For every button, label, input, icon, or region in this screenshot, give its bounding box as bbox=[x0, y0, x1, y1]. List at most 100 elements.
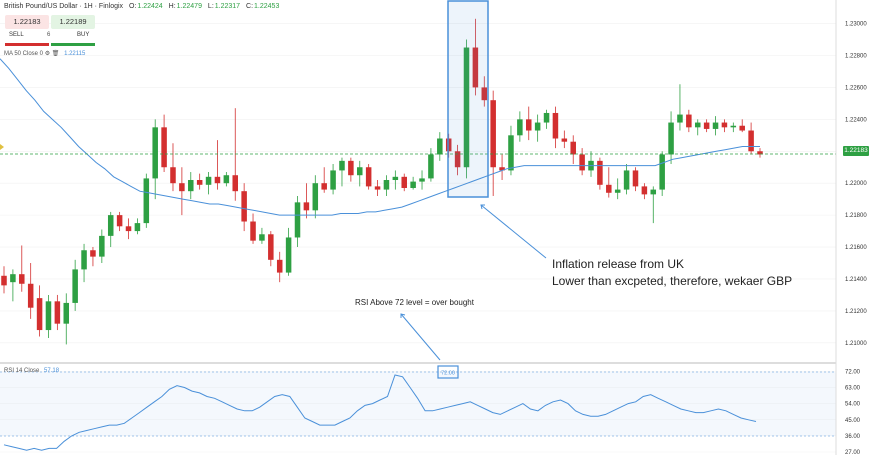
ohlc-low-value: 1.22317 bbox=[214, 3, 241, 10]
sell-price-button[interactable]: 1.22183 bbox=[5, 15, 49, 29]
instrument-title: British Pound/US Dollar · 1H · Finlogix bbox=[4, 3, 124, 10]
candle-body bbox=[597, 160, 603, 185]
candle-body bbox=[143, 178, 150, 224]
rsi-grid bbox=[0, 371, 836, 453]
candle-body bbox=[410, 181, 416, 188]
candle-body bbox=[36, 298, 43, 331]
rsi-line bbox=[3, 374, 757, 451]
candle-body bbox=[241, 191, 247, 222]
candle-body bbox=[374, 186, 381, 190]
candle-body bbox=[392, 176, 399, 181]
candle-body bbox=[748, 130, 754, 152]
ma-legend-label: MA 50 Close 0 bbox=[4, 51, 44, 57]
candle-body bbox=[668, 122, 674, 155]
candle-body bbox=[490, 100, 496, 168]
delete-icon[interactable]: 🗑 bbox=[51, 51, 60, 57]
candle-body bbox=[285, 237, 292, 273]
ohlc-low-key: L: bbox=[207, 3, 214, 10]
candle-body bbox=[508, 135, 514, 171]
candle-body bbox=[579, 154, 585, 171]
rsi-tick-label: 72.00 bbox=[845, 369, 861, 375]
price-tick-label: 1.21400 bbox=[845, 277, 867, 283]
candle-body bbox=[481, 87, 488, 101]
candle-body bbox=[437, 138, 443, 155]
trade-panel: 1.22183 1.22189 SELL 6 BUY bbox=[5, 15, 95, 49]
sell-bar bbox=[5, 43, 49, 46]
candle-body bbox=[632, 170, 639, 187]
candle-body bbox=[357, 167, 363, 176]
candle-body bbox=[276, 259, 283, 273]
candles bbox=[1, 18, 763, 345]
price-tick-label: 1.22400 bbox=[845, 117, 867, 123]
candle-body bbox=[721, 122, 728, 128]
candle-body bbox=[268, 234, 274, 260]
ohlc-open-key: O: bbox=[129, 3, 137, 10]
buy-label[interactable]: BUY bbox=[77, 32, 90, 38]
candle-body bbox=[419, 178, 425, 182]
inflation-highlight-box bbox=[447, 0, 489, 198]
candle-body bbox=[428, 154, 434, 179]
price-tick-label: 1.21000 bbox=[845, 341, 867, 347]
rsi-tick-label: 63.00 bbox=[845, 386, 861, 392]
candle-body bbox=[303, 202, 310, 211]
candle-body bbox=[614, 189, 621, 193]
candle-body bbox=[348, 160, 354, 176]
ohlc-close-key: C: bbox=[246, 3, 254, 10]
candle-body bbox=[205, 176, 212, 185]
candle-body bbox=[161, 127, 167, 168]
candle-body bbox=[517, 119, 523, 136]
ohlc-open-value: 1.22424 bbox=[137, 3, 163, 10]
price-tick-label: 1.21200 bbox=[845, 309, 867, 315]
price-tick-label: 1.22000 bbox=[845, 181, 867, 187]
chart-header: British Pound/US Dollar · 1H · Finlogix … bbox=[4, 3, 279, 10]
candle-body bbox=[499, 167, 505, 171]
candle-body bbox=[730, 125, 737, 128]
candle-body bbox=[45, 301, 52, 331]
sell-label[interactable]: SELL bbox=[9, 32, 24, 38]
candle-body bbox=[196, 180, 203, 185]
rsi-axis: 72.00 63.00 54.00 45.00 36.00 27.00 bbox=[845, 369, 861, 455]
buy-bar bbox=[51, 43, 95, 46]
settings-icon[interactable]: ⚙ bbox=[44, 51, 51, 57]
candle-body bbox=[650, 189, 657, 195]
candle-body bbox=[463, 47, 470, 168]
candle-body bbox=[739, 125, 745, 131]
candle-body bbox=[99, 235, 105, 257]
candle-body bbox=[81, 250, 87, 270]
candle-body bbox=[27, 283, 34, 308]
rsi-note-arrow bbox=[400, 313, 441, 361]
candle-body bbox=[694, 122, 701, 128]
candle-body bbox=[259, 234, 265, 241]
ohlc-high-value: 1.22479 bbox=[176, 3, 202, 10]
candle-body bbox=[223, 175, 230, 184]
rsi-tick-label: 45.00 bbox=[845, 418, 861, 424]
candle-body bbox=[63, 302, 70, 324]
rsi-legend[interactable]: RSI 14 Close 57.18 bbox=[4, 368, 59, 374]
candle-body bbox=[401, 176, 407, 188]
rsi-note-arrowhead bbox=[400, 313, 406, 318]
candle-body bbox=[250, 221, 256, 241]
ma-legend[interactable]: MA 50 Close 0 ⚙ 🗑 1.22115 bbox=[4, 50, 85, 57]
candle-body bbox=[214, 176, 221, 184]
price-axis: 1.230001.228001.226001.224001.222001.220… bbox=[845, 22, 867, 347]
candle-body bbox=[686, 114, 692, 128]
price-tick-label: 1.22800 bbox=[845, 54, 867, 60]
candle-body bbox=[90, 250, 96, 257]
rsi-legend-value: 57.18 bbox=[44, 368, 60, 374]
price-tick-label: 1.22600 bbox=[845, 85, 867, 91]
buy-price-button[interactable]: 1.22189 bbox=[51, 15, 95, 29]
candle-body bbox=[525, 119, 532, 131]
candle-body bbox=[534, 122, 541, 131]
current-price-badge: 1.22183 bbox=[843, 146, 869, 156]
candle-body bbox=[19, 274, 25, 284]
candle-body bbox=[152, 127, 158, 179]
candle-body bbox=[641, 186, 648, 195]
price-tick-label: 1.21600 bbox=[845, 245, 867, 251]
candle-body bbox=[339, 160, 345, 171]
rsi-box-label: 72.00 bbox=[441, 371, 455, 377]
candle-body bbox=[659, 154, 665, 190]
price-tick-label: 1.21800 bbox=[845, 213, 867, 219]
candle-body bbox=[321, 183, 327, 190]
rsi-overbought-box bbox=[437, 365, 459, 379]
inflation-arrow bbox=[480, 204, 547, 259]
